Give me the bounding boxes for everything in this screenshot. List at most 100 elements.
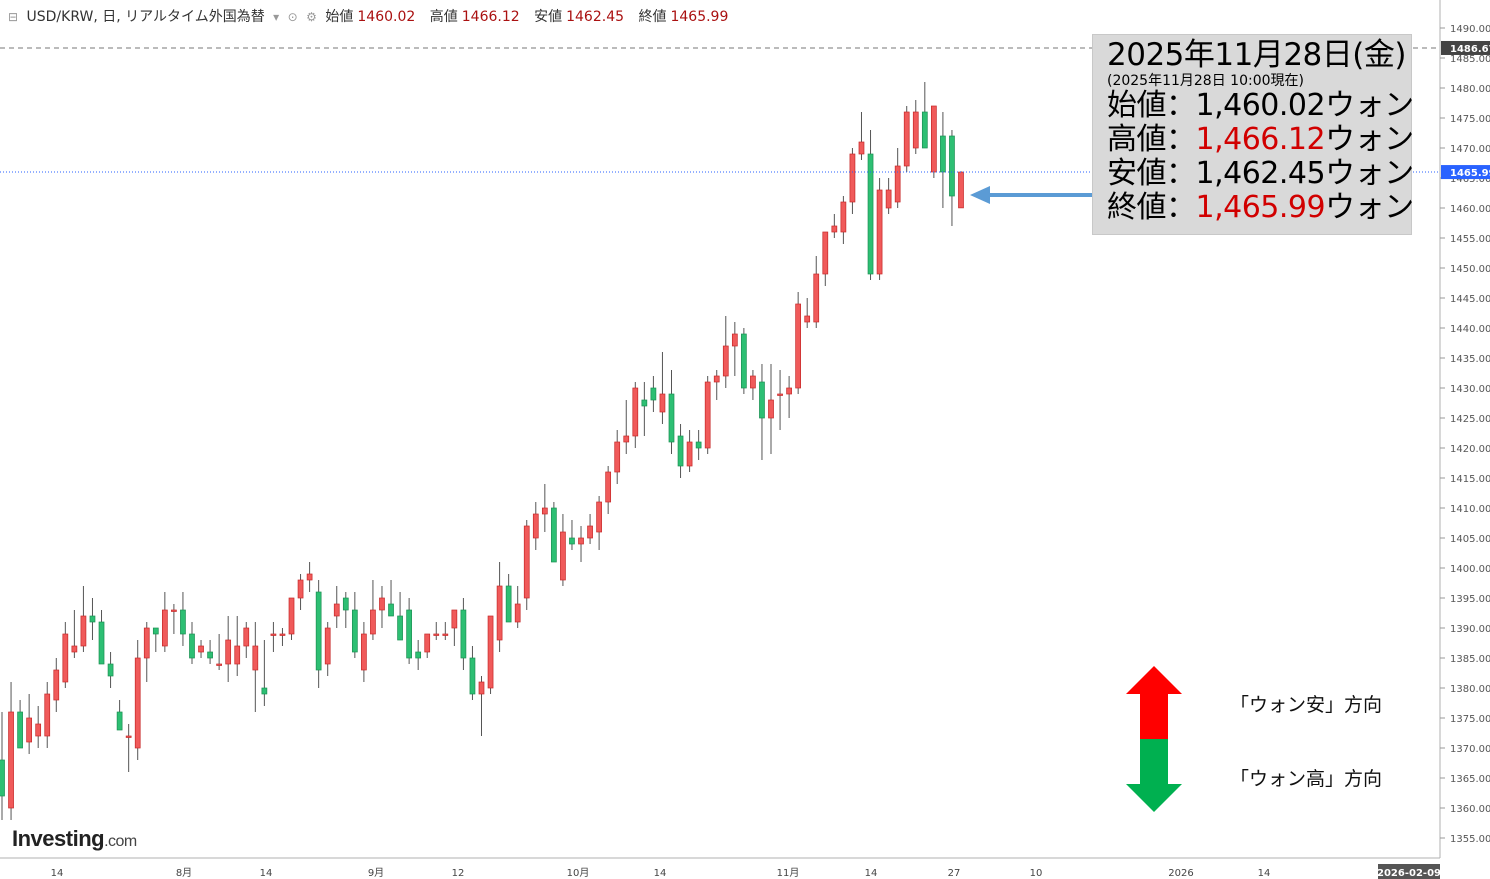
- candle: [496, 562, 503, 652]
- candle-body: [71, 645, 78, 653]
- candle-body: [551, 507, 557, 563]
- collapse-icon[interactable]: ⊟: [8, 10, 19, 24]
- candle-body: [587, 525, 593, 539]
- dropdown-icon[interactable]: ▾: [273, 10, 280, 24]
- candle: [261, 640, 268, 706]
- candle: [62, 622, 69, 688]
- candle: [677, 424, 684, 478]
- high-label: 高値: [429, 9, 458, 25]
- candle-body: [686, 441, 693, 467]
- price-tick-label: 1380.00: [1450, 684, 1490, 695]
- candle-body: [161, 609, 168, 647]
- candle-body: [505, 585, 512, 623]
- candle: [804, 298, 811, 328]
- candle: [143, 622, 150, 682]
- candle: [912, 100, 919, 154]
- candle: [777, 370, 783, 430]
- candle: [786, 376, 792, 418]
- candle: [587, 514, 593, 544]
- candle-body: [315, 591, 322, 671]
- candle-body: [388, 603, 394, 617]
- candle-body: [931, 105, 937, 173]
- chart-header: ⊟ USD/KRW, 日, リアルタイム外国為替 ▾ ⊙ ⚙ 始値 1460.02…: [8, 6, 738, 26]
- high-value: 1466.12: [461, 9, 520, 25]
- candle: [198, 640, 204, 658]
- candle-body: [623, 435, 630, 443]
- price-tick-label: 1425.00: [1450, 414, 1490, 425]
- investing-logo[interactable]: Investing.com: [12, 826, 137, 852]
- up-arrow-weak-won: [1126, 666, 1182, 739]
- candle-body: [234, 645, 241, 665]
- candle: [858, 112, 865, 160]
- candle: [26, 694, 32, 754]
- candle-body: [650, 387, 657, 401]
- info-low-label: 安値：: [1107, 156, 1196, 191]
- candle-body: [541, 507, 548, 515]
- price-tick-label: 1365.00: [1450, 774, 1490, 785]
- candle-body: [921, 111, 928, 149]
- candle: [831, 214, 838, 238]
- candle: [722, 316, 729, 388]
- candle: [189, 622, 195, 664]
- candle-body: [297, 579, 304, 599]
- candle-body: [451, 609, 458, 629]
- candle: [324, 622, 331, 676]
- current-price-label: 1465.99: [1450, 168, 1490, 179]
- time-tick-label: 14: [260, 868, 273, 879]
- info-high-label: 高値：: [1107, 122, 1196, 157]
- settings-icon[interactable]: ⚙: [306, 10, 317, 24]
- candle: [388, 580, 394, 617]
- candle-body: [406, 609, 412, 659]
- price-tick-label: 1405.00: [1450, 534, 1490, 545]
- candle: [768, 364, 774, 454]
- candle: [894, 148, 901, 208]
- candle-body: [949, 135, 955, 197]
- symbol-label[interactable]: USD/KRW, 日, リアルタイム外国為替: [26, 9, 265, 25]
- candle-body: [668, 393, 675, 443]
- candle-body: [180, 609, 186, 635]
- candle-body: [695, 441, 702, 449]
- time-axis: 14 8月 14 9月 12 10月 14 11月 14 27 10 2026 14 2026-02-09: [0, 857, 1441, 879]
- open-label: 始値: [325, 9, 354, 25]
- info-open-value: 1,460.02: [1195, 88, 1326, 123]
- candle: [315, 580, 322, 688]
- candle: [379, 586, 385, 628]
- candle-body: [460, 609, 467, 659]
- candle-body: [216, 663, 222, 666]
- time-tick-label: 2026: [1168, 868, 1193, 879]
- candle: [478, 676, 485, 736]
- candle: [415, 640, 422, 670]
- price-tick-label: 1420.00: [1450, 444, 1490, 455]
- candle-body: [741, 333, 747, 389]
- candle: [397, 592, 403, 641]
- price-tick-label: 1395.00: [1450, 594, 1490, 605]
- candle: [668, 370, 675, 454]
- candle: [795, 292, 802, 394]
- candle: [333, 586, 340, 628]
- candle: [940, 112, 946, 208]
- candle: [207, 640, 213, 664]
- candle: [180, 592, 186, 646]
- candle: [695, 430, 702, 460]
- candle: [351, 592, 358, 658]
- candle-body: [397, 615, 403, 641]
- candle: [596, 496, 602, 550]
- candle-body: [731, 333, 738, 347]
- candle: [0, 712, 5, 820]
- price-tick-label: 1440.00: [1450, 324, 1490, 335]
- candle: [876, 178, 883, 280]
- time-tick-label: 14: [654, 868, 667, 879]
- info-date: 2025年11月28日(金): [1107, 37, 1406, 73]
- candle-body: [786, 387, 792, 395]
- visibility-icon[interactable]: ⊙: [287, 10, 298, 24]
- candle-body: [659, 393, 666, 413]
- candles-group: [0, 82, 964, 820]
- time-tick-label: 14: [51, 868, 64, 879]
- price-tick-label: 1385.00: [1450, 654, 1490, 665]
- candle-body: [677, 435, 684, 467]
- candle: [288, 597, 295, 640]
- candle: [406, 598, 412, 664]
- candle-body: [822, 231, 829, 275]
- candle: [958, 171, 964, 209]
- price-axis: 1355.00 1360.00 1365.00 1370.00 1375.00 1380.…: [1439, 0, 1490, 858]
